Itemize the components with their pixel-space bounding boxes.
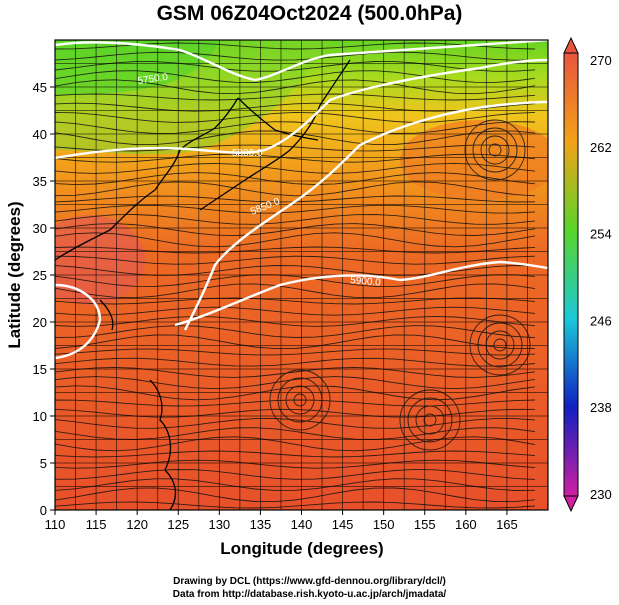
contour-5800 — [55, 58, 548, 160]
y-tick-label: 35 — [33, 174, 47, 189]
credits: Drawing by DCL (https://www.gfd-dennou.o… — [0, 575, 619, 601]
y-tick-label: 0 — [40, 503, 47, 518]
y-axis: 0 5 10 15 20 25 30 35 40 45 — [33, 80, 55, 518]
y-axis-label: Latitude (degrees) — [5, 201, 24, 348]
colorbar: 270 262 254 246 238 230 — [563, 36, 612, 513]
x-tick-label: 120 — [126, 517, 148, 532]
y-tick-label: 25 — [33, 268, 47, 283]
y-tick-label: 20 — [33, 315, 47, 330]
x-tick-label: 150 — [373, 517, 395, 532]
colorbar-label: 230 — [590, 487, 612, 502]
x-tick-label: 155 — [414, 517, 436, 532]
x-tick-label: 140 — [291, 517, 313, 532]
x-tick-label: 135 — [250, 517, 272, 532]
colorbar-label: 254 — [590, 227, 612, 242]
y-tick-label: 45 — [33, 80, 47, 95]
contour-5900-a — [55, 283, 102, 360]
y-tick-label: 10 — [33, 409, 47, 424]
colorbar-label: 238 — [590, 400, 612, 415]
contour-5900-b — [174, 260, 548, 327]
credits-line-2: Data from http://database.rish.kyoto-u.a… — [172, 589, 447, 600]
x-tick-label: 125 — [167, 517, 189, 532]
height-contours — [55, 40, 548, 360]
x-tick-label: 145 — [332, 517, 354, 532]
chart-title: GSM 06Z04Oct2024 (500.0hPa) — [156, 2, 463, 25]
contour-5750 — [55, 40, 548, 82]
colorbar-label: 270 — [590, 53, 612, 68]
colorbar-label: 246 — [590, 313, 612, 328]
contour-label-5800: 5800.0 — [232, 148, 263, 159]
y-tick-label: 30 — [33, 221, 47, 236]
x-tick-label: 130 — [208, 517, 230, 532]
credits-line-1: Drawing by DCL (https://www.gfd-dennou.o… — [173, 576, 446, 587]
x-tick-label: 110 — [45, 517, 66, 532]
y-tick-label: 40 — [33, 127, 47, 142]
colorbar-label: 262 — [590, 140, 612, 155]
y-tick-label: 5 — [40, 456, 47, 471]
x-tick-label: 160 — [455, 517, 477, 532]
x-axis: 110 115 120 125 130 135 140 145 150 155 160 165 — [45, 510, 518, 532]
contour-label-5750: 5750.0 — [137, 72, 169, 87]
x-tick-label: 115 — [86, 517, 107, 532]
contour-5850 — [183, 100, 548, 331]
x-tick-label: 165 — [496, 517, 518, 532]
x-axis-label: Longitude (degrees) — [220, 539, 383, 558]
contour-label-5900: 5900.0 — [350, 275, 382, 289]
y-tick-label: 15 — [33, 362, 47, 377]
coastlines — [55, 59, 351, 510]
temperature-field: 5750.0 5800.0 5850.0 5900.0 — [55, 40, 548, 510]
